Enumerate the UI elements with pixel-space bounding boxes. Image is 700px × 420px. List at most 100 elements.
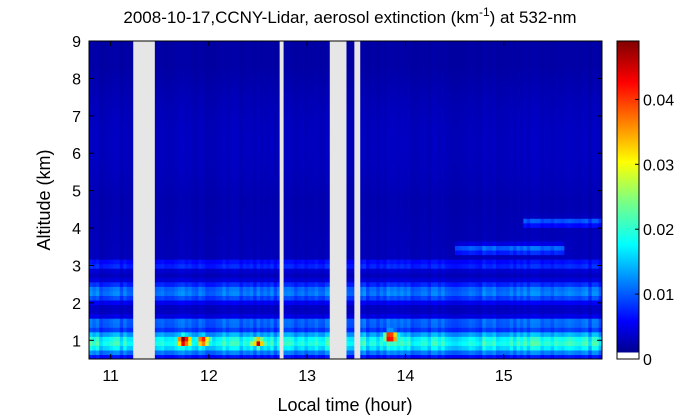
heatmap-cell xyxy=(242,236,247,242)
heatmap-cell xyxy=(130,200,135,206)
heatmap-cell xyxy=(188,236,193,242)
heatmap-cell xyxy=(116,209,121,215)
heatmap-cell xyxy=(174,127,179,133)
heatmap-cell xyxy=(130,95,135,101)
heatmap-cell xyxy=(273,77,278,83)
heatmap-cell xyxy=(89,268,94,274)
heatmap-cell xyxy=(126,86,131,92)
heatmap-cell xyxy=(287,195,292,201)
heatmap-cell xyxy=(95,254,100,260)
heatmap-cell xyxy=(218,77,223,83)
heatmap-cell xyxy=(112,113,117,119)
heatmap-cell xyxy=(215,50,220,56)
heatmap-cell xyxy=(253,281,258,287)
heatmap-cell xyxy=(102,231,107,237)
heatmap-cell xyxy=(208,263,213,269)
heatmap-cell xyxy=(277,68,282,74)
heatmap-cell xyxy=(112,218,117,224)
heatmap-cell xyxy=(283,177,288,183)
heatmap-cell xyxy=(324,213,329,219)
heatmap-cell xyxy=(253,181,258,187)
heatmap-cell xyxy=(177,136,182,142)
heatmap-cell xyxy=(260,54,265,60)
heatmap-cell xyxy=(283,90,288,97)
heatmap-cell xyxy=(171,336,176,342)
heatmap-cell xyxy=(106,77,111,83)
heatmap-cell xyxy=(239,231,244,237)
heatmap-cell xyxy=(184,272,189,278)
heatmap-cell xyxy=(208,304,213,310)
heatmap-cell xyxy=(236,159,241,165)
heatmap-cell xyxy=(201,236,206,242)
heatmap-cell xyxy=(92,204,97,210)
heatmap-cell xyxy=(314,136,319,142)
heatmap-cell xyxy=(321,318,326,324)
heatmap-cell xyxy=(174,140,179,147)
heatmap-cell xyxy=(153,218,158,224)
heatmap-cell xyxy=(92,213,97,219)
heatmap-cell xyxy=(283,63,288,69)
heatmap-cell xyxy=(277,340,282,346)
heatmap-cell xyxy=(171,209,176,215)
heatmap-cell xyxy=(256,154,261,160)
heatmap-cell xyxy=(260,272,265,278)
heatmap-cell xyxy=(99,68,104,74)
heatmap-cell xyxy=(283,340,288,346)
heatmap-cell xyxy=(126,209,131,215)
heatmap-cell xyxy=(198,240,203,247)
heatmap-cell xyxy=(191,299,196,306)
heatmap-cell xyxy=(191,295,196,301)
heatmap-cell xyxy=(232,41,237,47)
heatmap-cell xyxy=(321,113,326,119)
heatmap-cell xyxy=(181,63,186,69)
heatmap-cell xyxy=(253,177,258,183)
heatmap-cell xyxy=(177,63,182,69)
heatmap-cell xyxy=(297,50,302,56)
heatmap-cell xyxy=(181,140,186,147)
heatmap-cell xyxy=(321,127,326,133)
heatmap-cell xyxy=(205,140,210,147)
heatmap-cell xyxy=(123,349,128,356)
heatmap-cell xyxy=(92,254,97,260)
heatmap-cell xyxy=(297,95,302,101)
heatmap-cell xyxy=(266,63,271,69)
heatmap-cell xyxy=(174,195,179,201)
heatmap-cell xyxy=(283,277,288,283)
heatmap-cell xyxy=(297,327,302,333)
heatmap-cell xyxy=(157,354,162,359)
heatmap-cell xyxy=(283,131,288,137)
heatmap-cell xyxy=(297,109,302,115)
heatmap-cell xyxy=(167,95,172,101)
heatmap-cell xyxy=(157,190,162,197)
heatmap-cell xyxy=(242,331,247,337)
heatmap-cell xyxy=(246,318,251,324)
heatmap-cell xyxy=(95,72,100,78)
heatmap-cell xyxy=(266,204,271,210)
heatmap-cell xyxy=(205,336,210,342)
heatmap-cell xyxy=(153,345,158,351)
heatmap-cell xyxy=(153,50,158,56)
heatmap-cell xyxy=(260,45,265,51)
heatmap-cell xyxy=(92,145,97,151)
heatmap-cell xyxy=(130,327,135,333)
heatmap-cell xyxy=(184,322,189,328)
heatmap-cell xyxy=(167,54,172,60)
heatmap-cell xyxy=(225,190,230,197)
heatmap-cell xyxy=(232,90,237,97)
heatmap-cell xyxy=(239,118,244,124)
heatmap-cell xyxy=(160,136,165,142)
heatmap-cell xyxy=(215,322,220,328)
heatmap-cell xyxy=(232,72,237,78)
heatmap-cell xyxy=(314,109,319,115)
heatmap-cell xyxy=(273,263,278,269)
heatmap-cell xyxy=(242,50,247,56)
heatmap-cell xyxy=(294,140,299,147)
heatmap-cell xyxy=(256,236,261,242)
heatmap-cell xyxy=(215,168,220,174)
heatmap-cell xyxy=(263,236,268,242)
heatmap-cell xyxy=(307,136,312,142)
heatmap-cell xyxy=(177,131,182,137)
heatmap-cell xyxy=(218,41,223,47)
heatmap-cell xyxy=(232,336,237,342)
heatmap-cell xyxy=(119,345,124,351)
